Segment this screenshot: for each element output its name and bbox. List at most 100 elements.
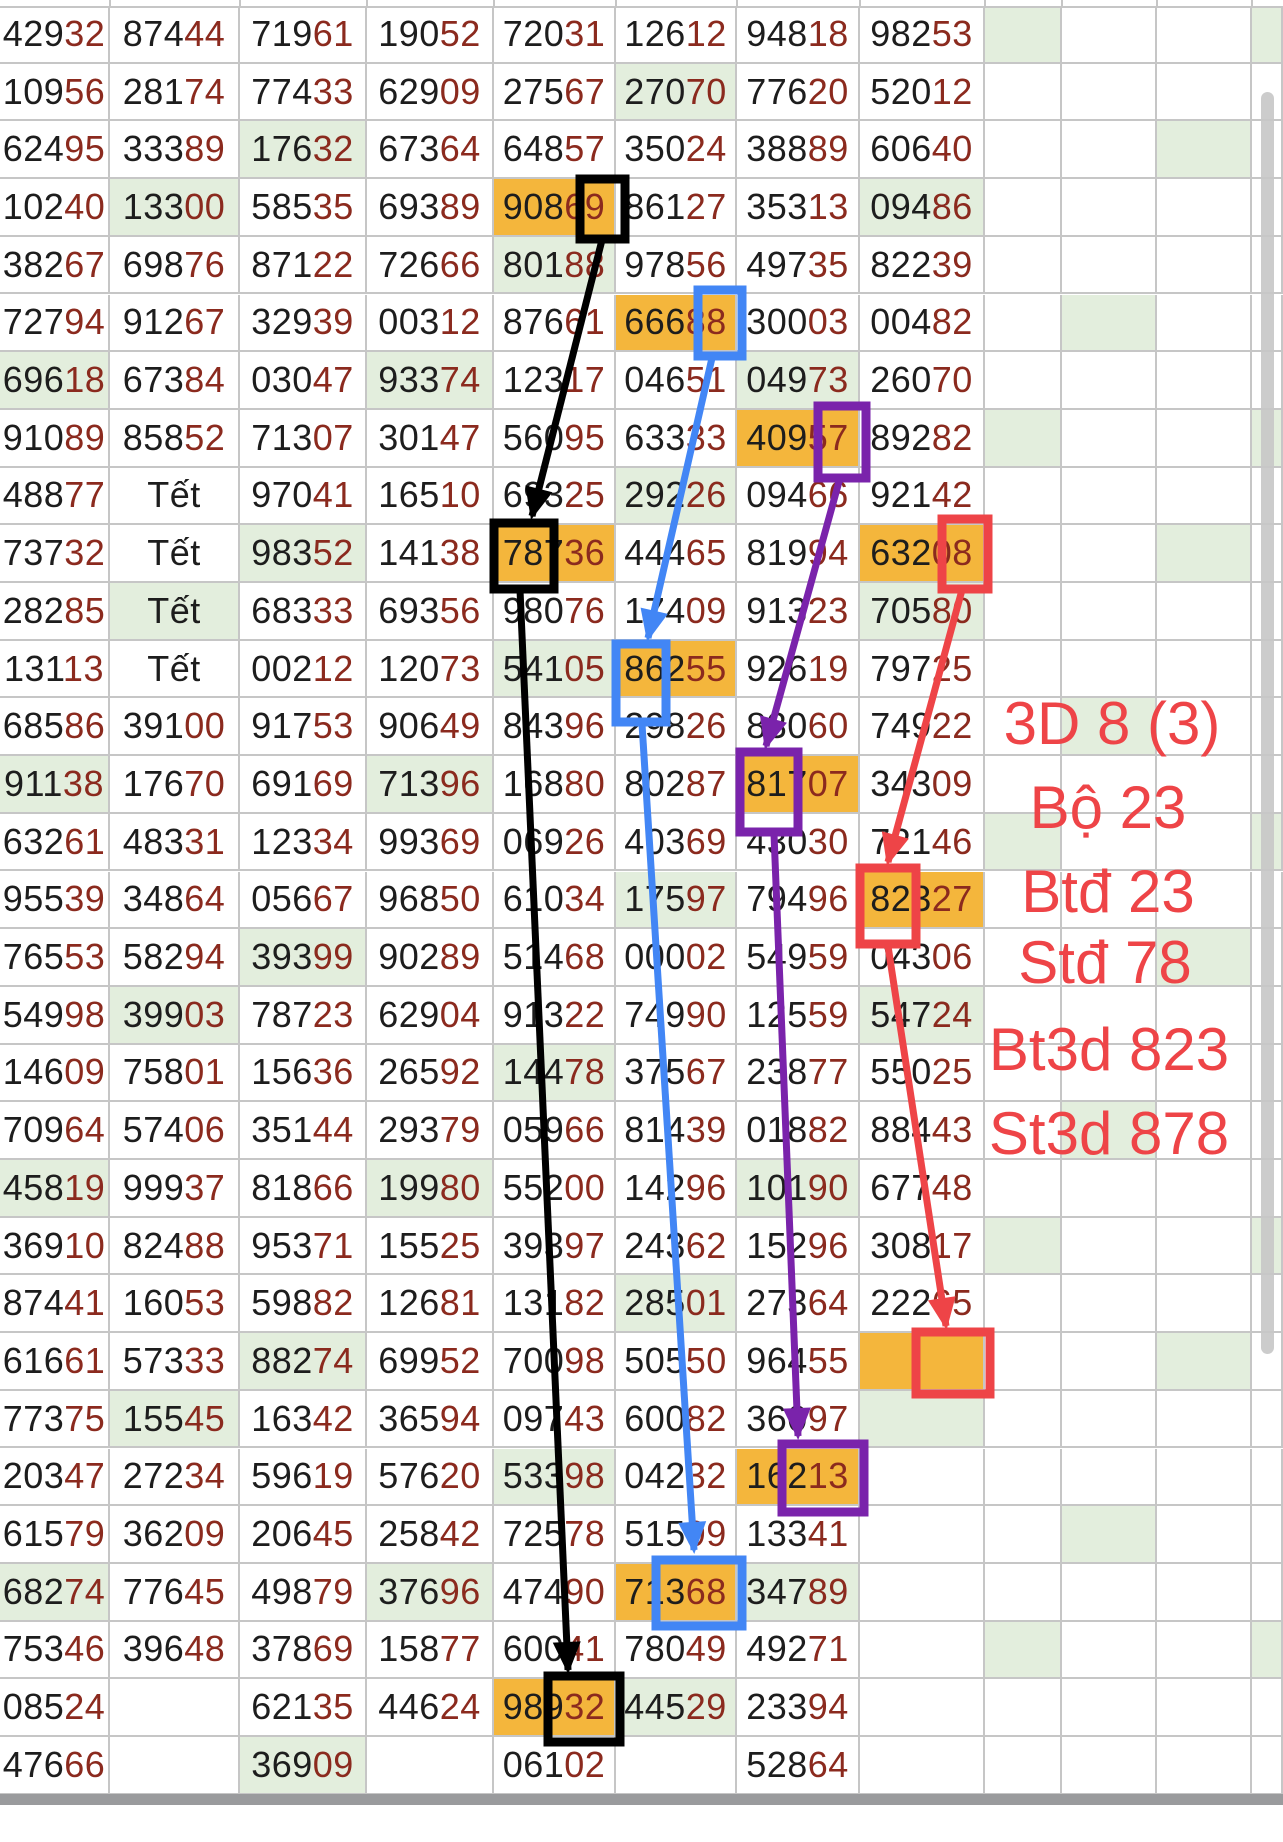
number-cell: 54998 [0, 986, 110, 1045]
prediction-label: Btđ 23 [1021, 858, 1195, 925]
empty-cell [1157, 1563, 1252, 1622]
cell-value: 53398 [502, 1455, 606, 1497]
cell-value: 17670 [122, 762, 226, 804]
number-cell: 95371 [240, 1217, 367, 1276]
cell-value: 24362 [624, 1224, 727, 1266]
number-cell: 15296 [737, 1217, 860, 1276]
number-cell: 61579 [0, 1506, 110, 1564]
number-cell: 58294 [110, 929, 240, 987]
number-cell: 98076 [494, 583, 616, 641]
number-cell: 35024 [616, 121, 737, 180]
number-cell: 16342 [240, 1390, 367, 1449]
number-cell: 69389 [367, 179, 494, 237]
number-cell: 47666 [0, 1737, 110, 1795]
cell-value: 91322 [502, 993, 606, 1035]
cell-value: 16053 [122, 1282, 226, 1324]
number-cell: 98932 [494, 1679, 616, 1737]
cell-value: 39648 [122, 1628, 226, 1670]
empty-cell [1157, 813, 1252, 872]
empty-cell [985, 1160, 1062, 1218]
cell-value: 80287 [624, 762, 727, 804]
empty-cell [1062, 525, 1157, 583]
cell-value: 10956 [2, 70, 106, 112]
empty-cell [1157, 1679, 1252, 1737]
number-cell: 48877 [0, 467, 110, 526]
cell-value: 19980 [378, 1166, 481, 1208]
number-cell: 78049 [616, 1621, 737, 1680]
cell-value: 52012 [870, 70, 973, 112]
number-cell: 63261 [0, 813, 110, 872]
empty-cell [1157, 1390, 1252, 1449]
cell-value: 77433 [251, 70, 354, 112]
empty-cell [1157, 640, 1252, 699]
cell-value: Tết [147, 589, 201, 631]
empty-cell [1062, 1160, 1157, 1218]
cell-value: 00312 [378, 301, 481, 343]
cell-value: 61034 [502, 878, 606, 920]
number-cell: 62495 [0, 121, 110, 180]
number-cell: 53398 [494, 1448, 616, 1507]
cell-value: 92619 [746, 647, 849, 689]
number-cell: 44624 [367, 1679, 494, 1737]
number-cell: 52864 [737, 1737, 860, 1795]
number-cell: 13113 [0, 640, 110, 699]
number-cell: 52012 [860, 63, 985, 122]
vertical-scrollbar-thumb[interactable] [1261, 92, 1274, 1354]
number-cell: 77645 [110, 1563, 240, 1622]
number-cell: 17409 [616, 583, 737, 641]
cell-value: 52864 [746, 1743, 849, 1785]
cell-value: 16342 [251, 1397, 354, 1439]
cell-value: 76553 [2, 936, 106, 978]
cell-value: 15525 [378, 1224, 481, 1266]
cell-value: 37567 [624, 1051, 727, 1093]
number-cell: 86127 [616, 179, 737, 237]
number-cell: 72794 [0, 294, 110, 353]
number-cell: 88274 [240, 1333, 367, 1391]
empty-cell [1157, 1333, 1252, 1391]
number-cell: 20645 [240, 1506, 367, 1564]
number-cell: 49879 [240, 1563, 367, 1622]
number-cell: 59619 [240, 1448, 367, 1507]
empty-cell [616, 1737, 737, 1795]
number-cell: 98352 [240, 525, 367, 583]
prediction-label: 3D 8 (3) [1003, 690, 1221, 757]
number-cell: 72578 [494, 1506, 616, 1564]
empty-cell [1157, 698, 1252, 757]
number-cell: 30003 [737, 294, 860, 353]
number-cell: 16213 [737, 1448, 860, 1507]
cell-value: 57620 [378, 1455, 481, 1497]
empty-cell [985, 121, 1062, 180]
cell-value: 87122 [251, 243, 354, 285]
number-cell: 67384 [110, 352, 240, 410]
empty-cell [985, 756, 1062, 814]
cell-value: 32939 [251, 301, 354, 343]
number-cell: 27070 [616, 63, 737, 122]
number-cell: 49735 [737, 236, 860, 295]
cell-value: 62135 [251, 1686, 354, 1728]
number-cell: 81866 [240, 1160, 367, 1218]
cell-value: 00482 [870, 301, 973, 343]
cell-value: 82488 [122, 1224, 226, 1266]
prediction-label: Bt3d 823 [988, 1016, 1230, 1083]
cell-value: 98076 [502, 589, 606, 631]
empty-cell [1062, 1102, 1157, 1160]
empty-cell [985, 1448, 1062, 1507]
empty-cell [110, 1737, 240, 1795]
cell-value: 54105 [502, 647, 606, 689]
cell-value: 79496 [746, 878, 849, 920]
number-cell: 97041 [240, 467, 367, 526]
number-cell: 51468 [494, 929, 616, 987]
empty-cell [985, 1217, 1062, 1276]
empty-cell [1062, 986, 1157, 1045]
cell-value: 72794 [2, 301, 106, 343]
empty-cell [985, 698, 1062, 757]
number-cell: 76553 [0, 929, 110, 987]
number-cell: 72146 [860, 813, 985, 872]
number-cell: 77620 [737, 63, 860, 122]
number-cell: 80188 [494, 236, 616, 295]
number-cell: 17632 [240, 121, 367, 180]
number-cell: 28285 [0, 583, 110, 641]
number-cell: 82488 [110, 1217, 240, 1276]
cell-value: 63261 [2, 820, 106, 862]
cell-value: 72666 [378, 243, 481, 285]
